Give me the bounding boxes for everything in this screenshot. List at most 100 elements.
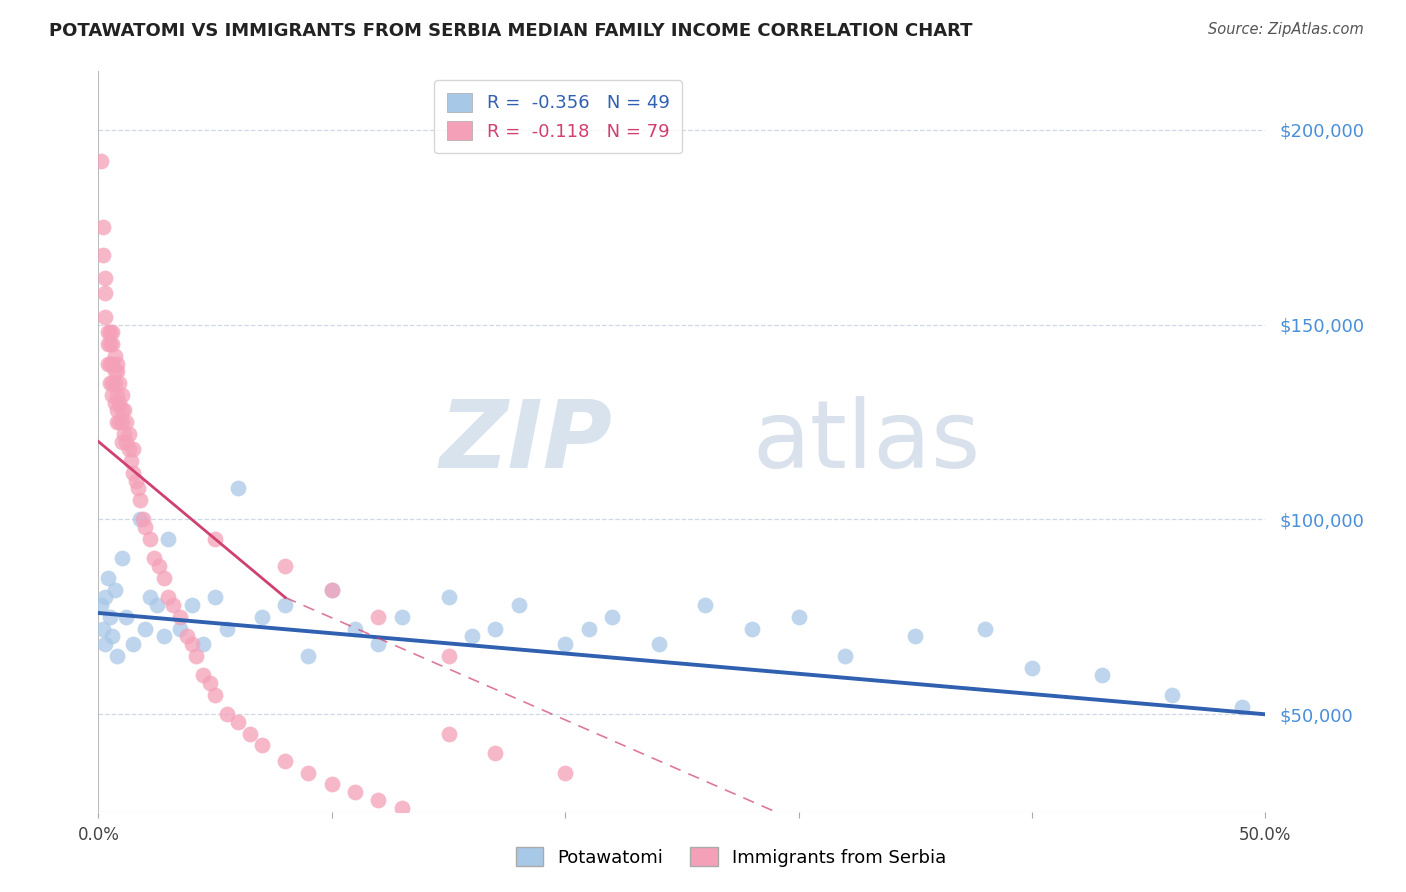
Point bbox=[186, 648, 208, 663]
Point bbox=[94, 310, 117, 324]
Point bbox=[391, 610, 413, 624]
Point bbox=[437, 648, 460, 663]
Point bbox=[94, 591, 117, 605]
Point bbox=[180, 637, 202, 651]
Point bbox=[90, 598, 112, 612]
Point bbox=[508, 598, 530, 612]
Point bbox=[94, 637, 117, 651]
Point bbox=[101, 337, 124, 351]
Point bbox=[98, 376, 121, 390]
Point bbox=[98, 326, 121, 340]
Point bbox=[297, 765, 319, 780]
Point bbox=[122, 466, 145, 480]
Point bbox=[193, 668, 215, 682]
Point bbox=[94, 286, 117, 301]
Legend: R =  -0.356   N = 49, R =  -0.118   N = 79: R = -0.356 N = 49, R = -0.118 N = 79 bbox=[434, 80, 682, 153]
Point bbox=[157, 532, 180, 546]
Text: atlas: atlas bbox=[752, 395, 980, 488]
Text: POTAWATOMI VS IMMIGRANTS FROM SERBIA MEDIAN FAMILY INCOME CORRELATION CHART: POTAWATOMI VS IMMIGRANTS FROM SERBIA MED… bbox=[49, 22, 973, 40]
Point bbox=[904, 629, 927, 643]
Point bbox=[101, 326, 124, 340]
Point bbox=[152, 571, 174, 585]
Point bbox=[180, 598, 202, 612]
Point bbox=[484, 746, 506, 760]
Point bbox=[1091, 668, 1114, 682]
Point bbox=[204, 591, 226, 605]
Point bbox=[344, 622, 367, 636]
Point bbox=[344, 785, 367, 799]
Point bbox=[91, 220, 114, 235]
Point bbox=[274, 559, 297, 574]
Point bbox=[104, 582, 127, 597]
Point bbox=[115, 415, 138, 429]
Point bbox=[125, 474, 148, 488]
Point bbox=[101, 357, 124, 371]
Point bbox=[104, 349, 127, 363]
Point bbox=[111, 403, 134, 417]
Point bbox=[554, 637, 576, 651]
Point bbox=[97, 357, 120, 371]
Point bbox=[101, 629, 124, 643]
Point bbox=[204, 688, 226, 702]
Point bbox=[129, 512, 152, 526]
Point bbox=[321, 582, 343, 597]
Point bbox=[115, 610, 138, 624]
Point bbox=[578, 622, 600, 636]
Point bbox=[437, 727, 460, 741]
Point bbox=[239, 727, 262, 741]
Point bbox=[108, 415, 131, 429]
Point bbox=[122, 442, 145, 457]
Point bbox=[321, 582, 343, 597]
Point bbox=[105, 648, 128, 663]
Point bbox=[215, 622, 238, 636]
Point bbox=[157, 591, 180, 605]
Point bbox=[146, 598, 169, 612]
Point bbox=[600, 610, 623, 624]
Point bbox=[367, 637, 389, 651]
Point bbox=[647, 637, 669, 651]
Point bbox=[111, 415, 134, 429]
Point bbox=[274, 754, 297, 768]
Point bbox=[162, 598, 184, 612]
Point bbox=[104, 395, 127, 409]
Point bbox=[101, 376, 124, 390]
Point bbox=[1021, 660, 1043, 674]
Point bbox=[437, 591, 460, 605]
Point bbox=[94, 271, 117, 285]
Point bbox=[105, 403, 128, 417]
Point bbox=[215, 707, 238, 722]
Point bbox=[105, 364, 128, 378]
Point bbox=[111, 551, 134, 566]
Point bbox=[111, 388, 134, 402]
Point bbox=[193, 637, 215, 651]
Point bbox=[148, 559, 170, 574]
Point bbox=[115, 434, 138, 449]
Point bbox=[1161, 688, 1184, 702]
Point bbox=[132, 512, 155, 526]
Point bbox=[134, 520, 156, 534]
Point bbox=[484, 622, 506, 636]
Point bbox=[104, 376, 127, 390]
Point bbox=[122, 637, 145, 651]
Point bbox=[228, 715, 250, 730]
Text: Source: ZipAtlas.com: Source: ZipAtlas.com bbox=[1208, 22, 1364, 37]
Point bbox=[228, 481, 250, 495]
Point bbox=[139, 532, 162, 546]
Point bbox=[695, 598, 717, 612]
Point bbox=[98, 357, 121, 371]
Point bbox=[367, 793, 389, 807]
Point bbox=[105, 388, 128, 402]
Point bbox=[554, 765, 576, 780]
Point bbox=[118, 426, 141, 441]
Point bbox=[1230, 699, 1253, 714]
Point bbox=[134, 622, 156, 636]
Point bbox=[169, 622, 191, 636]
Point bbox=[104, 364, 127, 378]
Point bbox=[176, 629, 198, 643]
Point bbox=[105, 415, 128, 429]
Point bbox=[105, 357, 128, 371]
Point bbox=[274, 598, 297, 612]
Point bbox=[367, 610, 389, 624]
Point bbox=[461, 629, 484, 643]
Point bbox=[97, 571, 120, 585]
